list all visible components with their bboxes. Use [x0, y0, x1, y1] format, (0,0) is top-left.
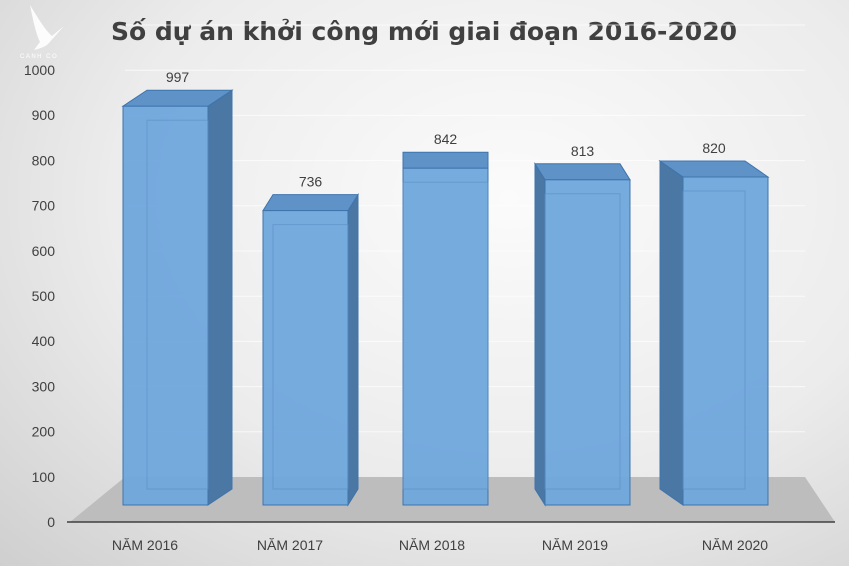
bar-back-edge [682, 190, 746, 490]
bar-năm-2019 [534, 162, 631, 507]
y-tick-label: 1000 [24, 62, 55, 78]
y-tick-label: 900 [32, 107, 56, 123]
x-tick-label: NĂM 2017 [257, 537, 323, 553]
x-tick-label: NĂM 2018 [399, 537, 465, 553]
data-label: 997 [166, 69, 190, 85]
data-label: 820 [702, 140, 726, 156]
bar-side-face [659, 160, 684, 506]
bar-back-edge [272, 224, 349, 490]
bar-front-face [262, 210, 349, 506]
y-tick-label: 200 [32, 424, 56, 440]
y-tick-label: 600 [32, 243, 56, 259]
bar-side-face [207, 89, 233, 506]
data-label: 736 [299, 174, 323, 190]
bar-back-edge [544, 193, 621, 490]
y-tick-label: 800 [32, 152, 56, 168]
bar-side-face [347, 192, 359, 507]
bar-top-face [402, 151, 489, 169]
y-tick-label: 300 [32, 378, 56, 394]
bar-năm-2018 [402, 151, 489, 506]
data-label: 842 [434, 131, 458, 147]
logo: CANH CO [20, 5, 64, 60]
x-tick-label: NĂM 2020 [702, 537, 768, 553]
bar-back-edge [402, 181, 489, 490]
bird-logo-icon [30, 5, 64, 50]
chart-title: Số dự án khởi công mới giai đoạn 2016-20… [111, 17, 737, 46]
bar-front-face [402, 167, 489, 506]
bar-năm-2016 [121, 89, 234, 506]
y-tick-label: 700 [32, 198, 56, 214]
x-tick-label: NĂM 2019 [542, 537, 608, 553]
x-tick-label: NĂM 2016 [112, 537, 178, 553]
bar-front-face [682, 176, 769, 506]
bar-năm-2017 [262, 192, 359, 507]
bar-back-edge [146, 119, 209, 490]
bar-side-face [534, 162, 546, 507]
y-tick-label: 400 [32, 333, 56, 349]
bar-năm-2020 [658, 160, 770, 506]
y-tick-label: 100 [32, 469, 56, 485]
bar-top-face [262, 194, 359, 212]
y-tick-label: 500 [32, 288, 56, 304]
data-label: 813 [571, 143, 595, 159]
logo-text: CANH CO [20, 54, 58, 60]
y-tick-label: 0 [47, 514, 55, 530]
bar-front-face [122, 105, 209, 506]
bar-front-face [544, 179, 631, 506]
bar-top-face [534, 163, 631, 181]
